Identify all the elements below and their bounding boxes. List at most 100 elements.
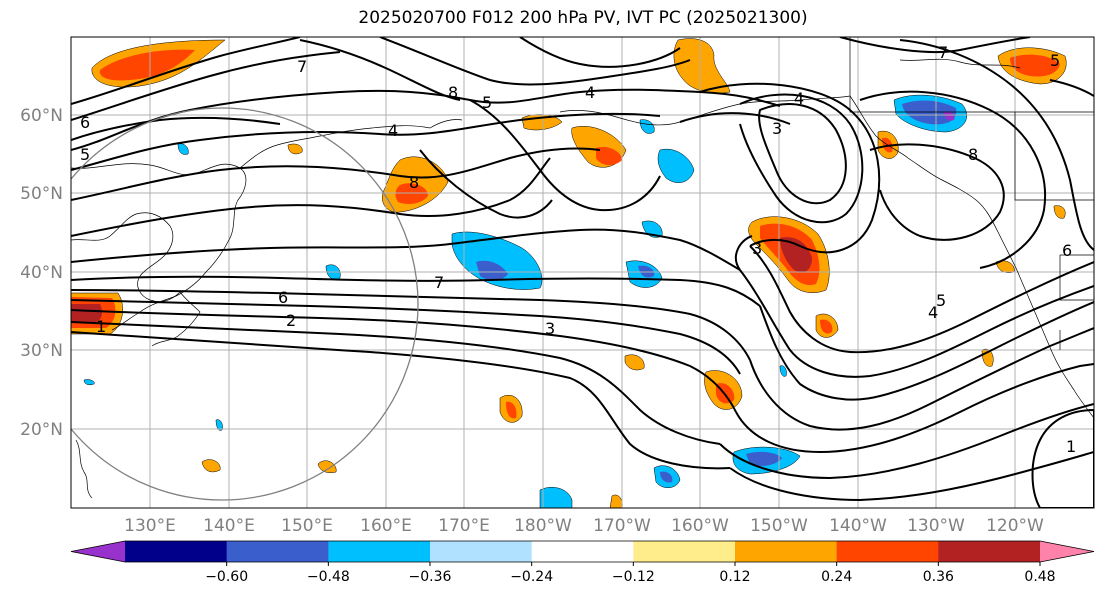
anomaly-blob — [596, 146, 622, 166]
plot-title: 2025020700 F012 200 hPa PV, IVT PC (2025… — [358, 8, 808, 28]
colorbar-segments — [70, 540, 1095, 563]
anomaly-blob — [317, 460, 337, 473]
colorbar-segment — [836, 541, 939, 562]
contour-label: 6 — [278, 288, 288, 307]
colorbar-segment — [430, 541, 533, 562]
anomaly-blob — [1053, 205, 1066, 219]
colorbar-segment — [125, 541, 228, 562]
lat-label: 60°N — [20, 106, 63, 126]
colorbar-segment — [226, 541, 329, 562]
contour-label: 1 — [96, 317, 106, 336]
contour-label: 5 — [80, 145, 90, 164]
lon-label: 150°W — [750, 516, 808, 536]
colorbar-outline — [70, 540, 1095, 563]
anomaly-blob — [83, 379, 95, 386]
contour-label: 6 — [1062, 241, 1072, 260]
contour-label: 3 — [772, 119, 782, 138]
contour-label: 1 — [1066, 437, 1076, 456]
contour-label: 8 — [448, 83, 458, 102]
lon-label: 140°W — [829, 516, 887, 536]
colorbar-ticks: −0.60 −0.48 −0.36 −0.24 −0.12 0.12 0.24 0.36 0.4… — [205, 562, 1056, 585]
anomaly-blob — [657, 148, 695, 183]
anomaly-blob — [539, 487, 573, 508]
anomaly-blob — [215, 419, 223, 431]
anomaly-blob — [476, 260, 508, 281]
lon-label: 180°W — [514, 516, 572, 536]
anomaly-blob — [820, 319, 833, 334]
contour-label: 7 — [434, 273, 444, 292]
anomaly-blob — [177, 143, 189, 155]
anomaly-blob — [201, 459, 221, 473]
contour-label: 7 — [938, 43, 948, 62]
colorbar-segment — [735, 541, 838, 562]
anomaly-blob — [673, 38, 731, 94]
anomaly-blob — [746, 451, 782, 466]
lat-label: 40°N — [20, 263, 63, 283]
colorbar-tick-label: 0.48 — [1024, 569, 1055, 585]
anomaly-blob — [779, 365, 787, 377]
colorbar-tick-label: −0.60 — [205, 569, 248, 585]
lon-label: 130°W — [907, 516, 965, 536]
lon-label: 170°E — [438, 516, 490, 536]
anomaly-blob — [639, 119, 655, 134]
anomaly-blob — [609, 494, 623, 508]
anomaly-blob — [287, 143, 303, 155]
colorbar-tick-label: 0.12 — [719, 569, 750, 585]
lon-label: 150°E — [281, 516, 333, 536]
colorbar-tick-label: −0.36 — [409, 569, 452, 585]
colorbar-tick-label: −0.12 — [612, 569, 655, 585]
contour-label: 3 — [545, 319, 555, 338]
colorbar-tick-label: 0.36 — [923, 569, 954, 585]
colorbar-tick-label: 0.24 — [821, 569, 852, 585]
lat-label: 30°N — [20, 341, 63, 361]
anomaly-blob — [624, 354, 645, 371]
lon-label: 130°E — [124, 516, 176, 536]
lon-label: 160°E — [360, 516, 412, 536]
anomaly-blob — [71, 304, 103, 322]
contour-label: 8 — [409, 173, 419, 192]
lat-label: 20°N — [20, 420, 63, 440]
contour-label-group: 7 8 5 4 6 5 4 3 8 6 2 1 7 3 5 4 3 7 8 4 … — [80, 43, 1076, 456]
anomaly-blob — [944, 111, 955, 121]
colorbar-extend-min — [71, 541, 125, 562]
contour-label: 6 — [80, 113, 90, 132]
contour-label: 8 — [968, 145, 978, 164]
lon-label: 160°W — [671, 516, 729, 536]
lon-label: 140°E — [203, 516, 255, 536]
coastlines — [71, 37, 1094, 499]
colorbar-segment — [938, 541, 1041, 562]
contour-label: 7 — [297, 57, 307, 76]
colorbar-segment — [633, 541, 736, 562]
lat-label: 50°N — [20, 184, 63, 204]
lon-label: 170°W — [593, 516, 651, 536]
latitude-labels: 60°N 50°N 40°N 30°N 20°N — [20, 106, 63, 440]
anomaly-blob — [660, 471, 673, 483]
radius-circle — [71, 107, 419, 501]
colorbar: −0.60 −0.48 −0.36 −0.24 −0.12 0.12 0.24 0.36 0.4… — [70, 540, 1095, 585]
anomaly-shading — [71, 38, 1067, 508]
anomaly-blob — [99, 49, 195, 81]
colorbar-extend-max — [1040, 541, 1094, 562]
longitude-labels: 130°E 140°E 150°E 160°E 170°E 180°W 170°… — [124, 516, 1044, 536]
anomaly-blob — [780, 237, 812, 273]
colorbar-tick-label: −0.48 — [307, 569, 350, 585]
contour-label: 4 — [388, 121, 398, 140]
colorbar-segment — [328, 541, 431, 562]
contour-label: 2 — [286, 311, 296, 330]
anomaly-blob — [1010, 54, 1060, 77]
contour-label: 3 — [752, 239, 762, 258]
anomaly-blob — [902, 100, 957, 125]
contour-label: 5 — [936, 291, 946, 310]
contour-label: 5 — [1050, 51, 1060, 70]
contour-label: 4 — [928, 303, 938, 322]
lon-label: 120°W — [986, 516, 1044, 536]
contour-label: 5 — [482, 93, 492, 112]
contour-label: 4 — [585, 83, 595, 102]
map-frame — [70, 36, 1095, 509]
anomaly-blob — [506, 401, 517, 419]
map-panel: 7 8 5 4 6 5 4 3 8 6 2 1 7 3 5 4 3 7 8 4 … — [71, 37, 1094, 508]
anomaly-blob — [395, 183, 428, 204]
colorbar-tick-label: −0.24 — [510, 569, 553, 585]
contour-label: 4 — [794, 89, 804, 108]
